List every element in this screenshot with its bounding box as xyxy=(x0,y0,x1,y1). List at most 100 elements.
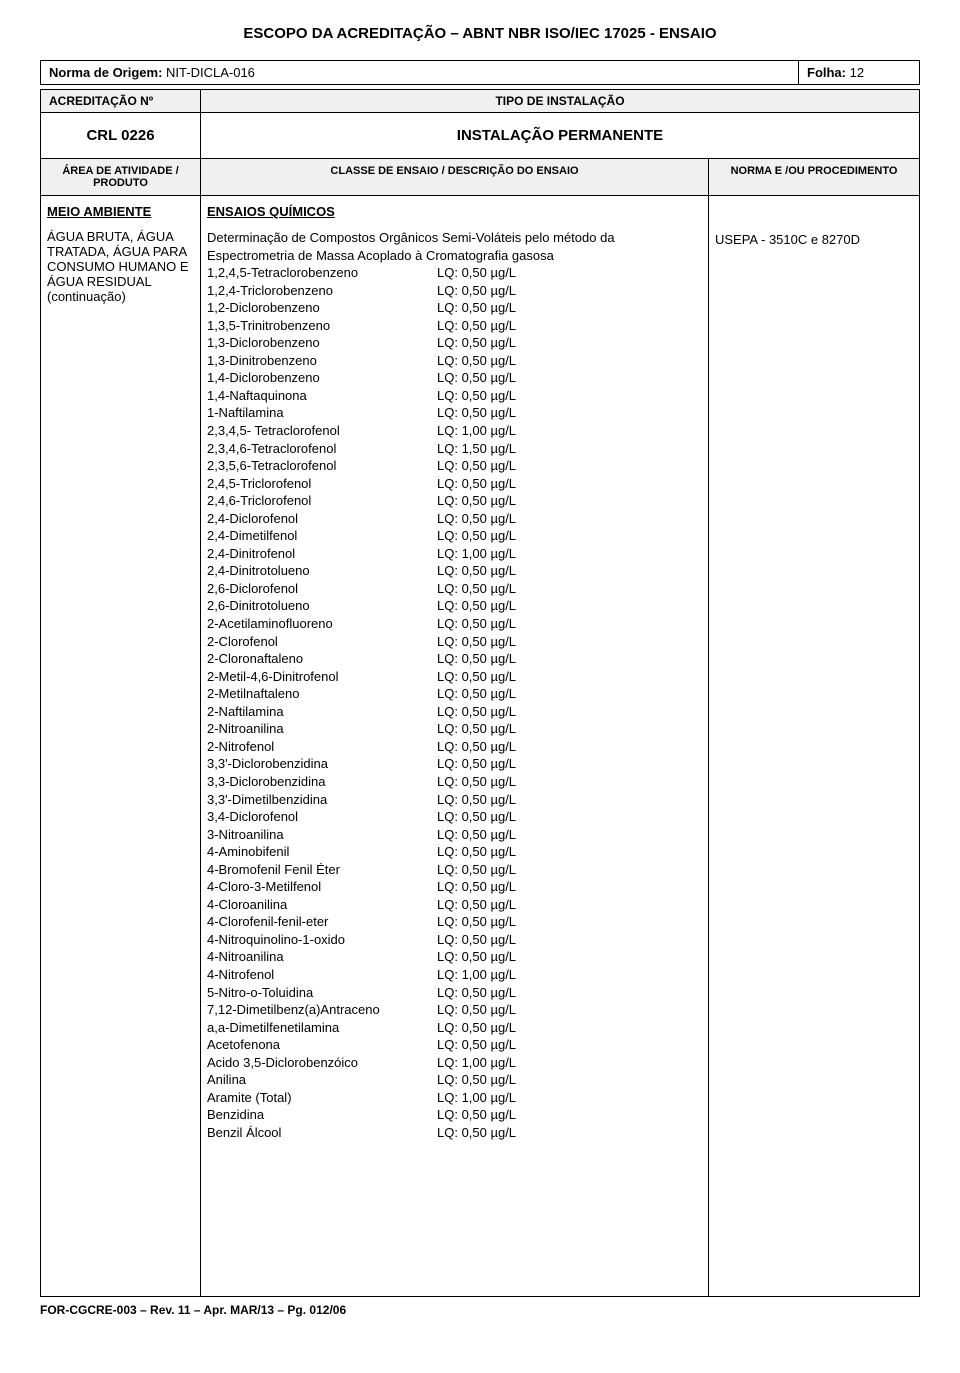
classe-intro: Determinação de Compostos Orgânicos Semi… xyxy=(207,229,702,264)
compound-name: 2,4,5-Triclorofenol xyxy=(207,475,437,493)
instalacao-value: INSTALAÇÃO PERMANENTE xyxy=(201,113,919,158)
compound-lq: LQ: 0,50 µg/L xyxy=(437,457,702,475)
compound-row: 2-AcetilaminofluorenoLQ: 0,50 µg/L xyxy=(207,615,702,633)
compound-lq: LQ: 0,50 µg/L xyxy=(437,492,702,510)
compound-row: AcetofenonaLQ: 0,50 µg/L xyxy=(207,1036,702,1054)
compound-row: 1,4-DiclorobenzenoLQ: 0,50 µg/L xyxy=(207,369,702,387)
compound-name: 3-Nitroanilina xyxy=(207,826,437,844)
compound-lq: LQ: 1,00 µg/L xyxy=(437,966,702,984)
compound-row: AnilinaLQ: 0,50 µg/L xyxy=(207,1071,702,1089)
compound-lq: LQ: 0,50 µg/L xyxy=(437,773,702,791)
compound-lq: LQ: 0,50 µg/L xyxy=(437,931,702,949)
norma-cell: USEPA - 3510C e 8270D xyxy=(709,196,919,1296)
compound-row: 1,2,4,5-TetraclorobenzenoLQ: 0,50 µg/L xyxy=(207,264,702,282)
compound-name: 2,4-Dinitrofenol xyxy=(207,545,437,563)
compound-row: 3,3'-DimetilbenzidinaLQ: 0,50 µg/L xyxy=(207,791,702,809)
norma-text: USEPA - 3510C e 8270D xyxy=(715,232,913,247)
compound-row: 5-Nitro-o-ToluidinaLQ: 0,50 µg/L xyxy=(207,984,702,1002)
compound-row: 2,4-DiclorofenolLQ: 0,50 µg/L xyxy=(207,510,702,528)
compound-name: 2,3,4,5- Tetraclorofenol xyxy=(207,422,437,440)
compound-name: 2,3,4,6-Tetraclorofenol xyxy=(207,440,437,458)
compound-lq: LQ: 1,50 µg/L xyxy=(437,440,702,458)
compound-lq: LQ: 0,50 µg/L xyxy=(437,685,702,703)
compound-lq: LQ: 0,50 µg/L xyxy=(437,1019,702,1037)
compound-name: 4-Bromofenil Fenil Éter xyxy=(207,861,437,879)
compound-name: 4-Nitroanilina xyxy=(207,948,437,966)
compound-name: Acetofenona xyxy=(207,1036,437,1054)
compound-name: 2-Metil-4,6-Dinitrofenol xyxy=(207,668,437,686)
compound-lq: LQ: 0,50 µg/L xyxy=(437,650,702,668)
compound-lq: LQ: 0,50 µg/L xyxy=(437,984,702,1002)
compound-row: 3,3'-DiclorobenzidinaLQ: 0,50 µg/L xyxy=(207,755,702,773)
compound-name: 2,6-Dinitrotolueno xyxy=(207,597,437,615)
compound-row: 1,3-DiclorobenzenoLQ: 0,50 µg/L xyxy=(207,334,702,352)
compound-name: 3,4-Diclorofenol xyxy=(207,808,437,826)
compound-row: 1-NaftilaminaLQ: 0,50 µg/L xyxy=(207,404,702,422)
compound-lq: LQ: 0,50 µg/L xyxy=(437,352,702,370)
compound-row: 1,2,4-TriclorobenzenoLQ: 0,50 µg/L xyxy=(207,282,702,300)
compound-lq: LQ: 0,50 µg/L xyxy=(437,562,702,580)
compound-lq: LQ: 0,50 µg/L xyxy=(437,913,702,931)
classe-title: ENSAIOS QUÍMICOS xyxy=(207,204,702,219)
compound-name: 5-Nitro-o-Toluidina xyxy=(207,984,437,1002)
compound-lq: LQ: 0,50 µg/L xyxy=(437,826,702,844)
compound-row: 2,4,6-TriclorofenolLQ: 0,50 µg/L xyxy=(207,492,702,510)
compound-name: 7,12-Dimetilbenz(a)Antraceno xyxy=(207,1001,437,1019)
classe-cell: ENSAIOS QUÍMICOS Determinação de Compost… xyxy=(201,196,709,1296)
compound-row: BenzidinaLQ: 0,50 µg/L xyxy=(207,1106,702,1124)
compound-row: 4-Cloro-3-MetilfenolLQ: 0,50 µg/L xyxy=(207,878,702,896)
compound-row: 2,3,4,5- TetraclorofenolLQ: 1,00 µg/L xyxy=(207,422,702,440)
compound-lq: LQ: 0,50 µg/L xyxy=(437,703,702,721)
compound-lq: LQ: 0,50 µg/L xyxy=(437,1036,702,1054)
folha-label: Folha: xyxy=(807,65,846,80)
compound-row: 2-CloronaftalenoLQ: 0,50 µg/L xyxy=(207,650,702,668)
compound-lq: LQ: 1,00 µg/L xyxy=(437,1089,702,1107)
folha-cell: Folha: 12 xyxy=(799,61,919,84)
compound-name: 4-Cloroanilina xyxy=(207,896,437,914)
compound-lq: LQ: 0,50 µg/L xyxy=(437,878,702,896)
acreditacao-label: ACREDITAÇÃO Nº xyxy=(41,90,201,112)
compound-lq: LQ: 0,50 µg/L xyxy=(437,861,702,879)
compound-name: 4-Aminobifenil xyxy=(207,843,437,861)
compound-lq: LQ: 0,50 µg/L xyxy=(437,755,702,773)
compound-lq: LQ: 1,00 µg/L xyxy=(437,422,702,440)
compound-row: 1,3-DinitrobenzenoLQ: 0,50 µg/L xyxy=(207,352,702,370)
compound-name: 4-Clorofenil-fenil-eter xyxy=(207,913,437,931)
compound-name: 1,3,5-Trinitrobenzeno xyxy=(207,317,437,335)
compound-lq: LQ: 0,50 µg/L xyxy=(437,668,702,686)
compound-name: 1,3-Dinitrobenzeno xyxy=(207,352,437,370)
compound-name: 2,6-Diclorofenol xyxy=(207,580,437,598)
compound-name: 3,3'-Diclorobenzidina xyxy=(207,755,437,773)
compound-lq: LQ: 0,50 µg/L xyxy=(437,597,702,615)
area-text: ÁGUA BRUTA, ÁGUA TRATADA, ÁGUA PARA CONS… xyxy=(47,229,194,304)
header-area: ÁREA DE ATIVIDADE / PRODUTO xyxy=(41,159,201,195)
compound-row: Acido 3,5-DiclorobenzóicoLQ: 1,00 µg/L xyxy=(207,1054,702,1072)
area-cell: MEIO AMBIENTE ÁGUA BRUTA, ÁGUA TRATADA, … xyxy=(41,196,201,1296)
area-title: MEIO AMBIENTE xyxy=(47,204,194,219)
compound-lq: LQ: 0,50 µg/L xyxy=(437,896,702,914)
compound-lq: LQ: 0,50 µg/L xyxy=(437,843,702,861)
compound-row: 3,3-DiclorobenzidinaLQ: 0,50 µg/L xyxy=(207,773,702,791)
compound-row: 4-CloroanilinaLQ: 0,50 µg/L xyxy=(207,896,702,914)
compound-name: 2-Metilnaftaleno xyxy=(207,685,437,703)
compound-lq: LQ: 0,50 µg/L xyxy=(437,1071,702,1089)
compound-lq: LQ: 0,50 µg/L xyxy=(437,738,702,756)
compound-row: a,a-DimetilfenetilaminaLQ: 0,50 µg/L xyxy=(207,1019,702,1037)
compound-row: 2-NaftilaminaLQ: 0,50 µg/L xyxy=(207,703,702,721)
compound-lq: LQ: 0,50 µg/L xyxy=(437,475,702,493)
compounds-list: 1,2,4,5-TetraclorobenzenoLQ: 0,50 µg/L1,… xyxy=(207,264,702,1141)
compound-name: 3,3-Diclorobenzidina xyxy=(207,773,437,791)
compound-row: 2,4-DimetilfenolLQ: 0,50 µg/L xyxy=(207,527,702,545)
compound-lq: LQ: 0,50 µg/L xyxy=(437,334,702,352)
compound-row: 4-NitroanilinaLQ: 0,50 µg/L xyxy=(207,948,702,966)
compound-name: Anilina xyxy=(207,1071,437,1089)
compound-lq: LQ: 0,50 µg/L xyxy=(437,720,702,738)
compound-name: 2,4-Dinitrotolueno xyxy=(207,562,437,580)
compound-lq: LQ: 0,50 µg/L xyxy=(437,791,702,809)
compound-row: 1,4-NaftaquinonaLQ: 0,50 µg/L xyxy=(207,387,702,405)
compound-name: 4-Nitrofenol xyxy=(207,966,437,984)
compound-lq: LQ: 1,00 µg/L xyxy=(437,1054,702,1072)
compound-name: 1,4-Naftaquinona xyxy=(207,387,437,405)
compound-name: 1-Naftilamina xyxy=(207,404,437,422)
compound-name: 2-Nitrofenol xyxy=(207,738,437,756)
